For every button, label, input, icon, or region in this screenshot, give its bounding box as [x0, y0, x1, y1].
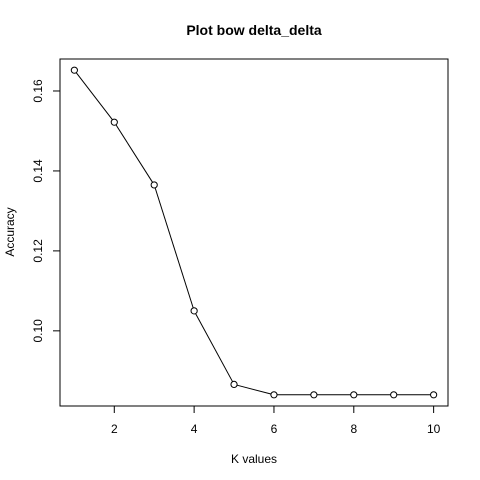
series-line-segment [75, 72, 113, 121]
plot-frame [59, 58, 449, 407]
series-line-segment [115, 124, 153, 183]
chart-title: Plot bow delta_delta [186, 22, 322, 38]
x-tick-label: 10 [427, 422, 441, 436]
y-tick-label: 0.10 [31, 319, 45, 343]
y-axis-label: Accuracy [3, 207, 17, 256]
data-point [390, 391, 398, 399]
x-axis-label: K values [231, 452, 277, 466]
x-tick-label: 8 [350, 422, 357, 436]
data-point [310, 391, 318, 399]
x-tick-label: 4 [191, 422, 198, 436]
series-line-segment [195, 313, 234, 382]
x-tick-label: 6 [271, 422, 278, 436]
y-axis: 0.10 0.12 0.14 0.16 [31, 79, 60, 343]
x-tick-label: 2 [111, 422, 118, 436]
data-point [270, 391, 278, 399]
data-point [70, 66, 78, 74]
y-tick-label: 0.14 [31, 159, 45, 183]
series-group [70, 66, 438, 399]
x-axis: 2 4 6 8 10 [111, 406, 441, 436]
data-point [430, 391, 438, 399]
series-line-segment [154, 187, 194, 309]
series-line-segment [236, 384, 272, 395]
y-tick-label: 0.12 [31, 239, 45, 263]
data-point [110, 118, 118, 126]
y-tick-label: 0.16 [31, 79, 45, 103]
data-point [350, 391, 358, 399]
data-point [230, 380, 238, 389]
data-point [190, 307, 198, 315]
data-point [150, 181, 158, 189]
